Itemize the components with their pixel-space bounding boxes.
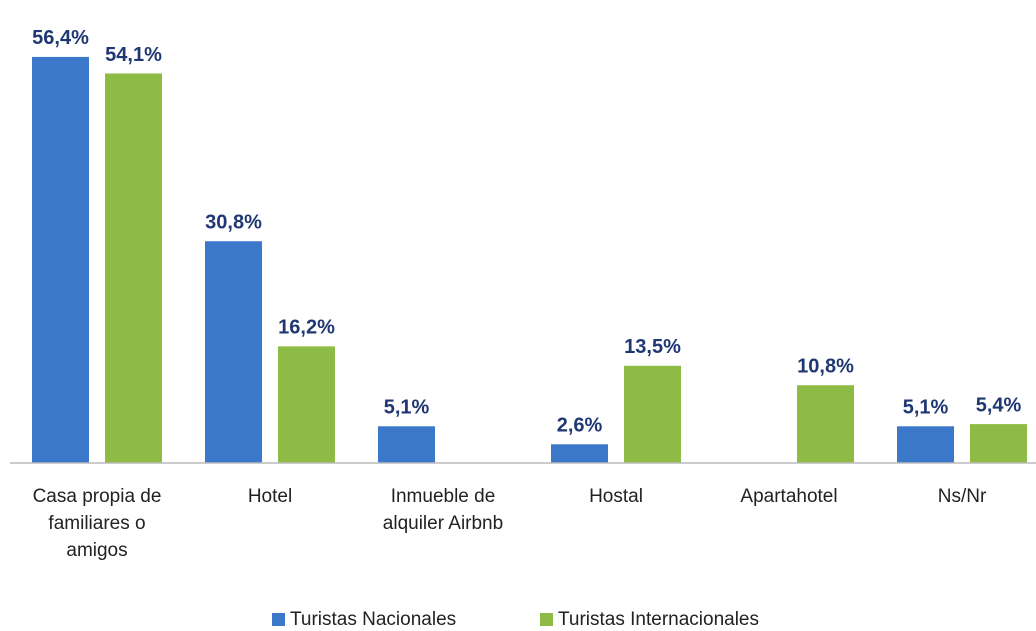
bar (205, 241, 262, 463)
bar (897, 426, 954, 463)
value-label: 13,5% (624, 336, 681, 358)
x-tick-label: Hostal (589, 486, 643, 507)
legend-label: Turistas Nacionales (290, 609, 456, 630)
label-line: Ns/Nr (938, 486, 987, 507)
x-tick-label: Ns/Nr (938, 486, 987, 507)
bar (32, 56, 89, 464)
label-line: Hotel (248, 486, 292, 507)
value-label: 30,8% (205, 212, 262, 234)
label-line: Hostal (589, 486, 643, 507)
bar (105, 73, 162, 463)
value-label: 5,1% (903, 397, 949, 419)
value-label: 56,4% (32, 27, 89, 49)
value-label: 5,4% (976, 394, 1022, 416)
value-label: 54,1% (105, 44, 162, 66)
bar (378, 426, 435, 463)
label-line: amigos (66, 540, 127, 561)
x-tick-label: Casa propia de familiares o amigos (33, 486, 162, 561)
x-tick-label: Hotel (248, 486, 292, 507)
label-line: familiares o (48, 513, 145, 534)
bar (624, 365, 681, 463)
label-line: alquiler Airbnb (383, 513, 503, 534)
bar (551, 444, 608, 463)
legend-swatch (272, 613, 285, 626)
value-label: 16,2% (278, 317, 335, 339)
x-tick-label: Apartahotel (740, 486, 837, 507)
label-line: Inmueble de (391, 486, 496, 507)
legend-label: Turistas Internacionales (558, 609, 759, 630)
value-label: 2,6% (557, 415, 603, 437)
bar (970, 424, 1027, 463)
label-line: Casa propia de (33, 486, 162, 507)
legend-swatch (540, 613, 553, 626)
x-tick-label: Inmueble de alquiler Airbnb (383, 486, 503, 534)
label-line: Apartahotel (740, 486, 837, 507)
value-label: 10,8% (797, 356, 854, 378)
bar (797, 385, 854, 463)
value-label: 5,1% (384, 397, 430, 419)
bar (278, 346, 335, 463)
